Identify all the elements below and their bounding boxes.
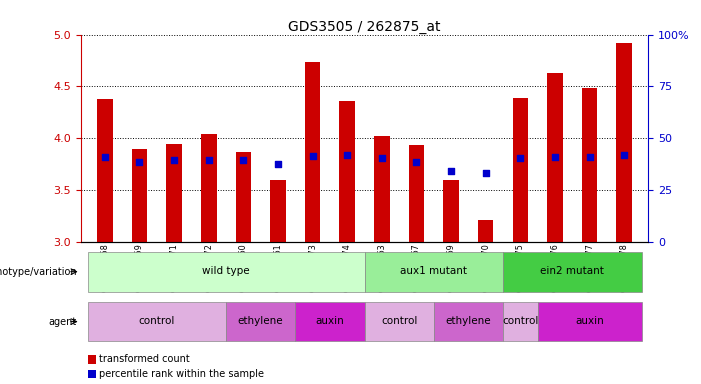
Bar [365, 252, 503, 291]
Bar [434, 302, 503, 341]
Point [238, 157, 249, 163]
Point [480, 170, 491, 177]
Point [515, 155, 526, 161]
Point [273, 161, 284, 167]
Point [203, 157, 215, 163]
Point [550, 154, 561, 160]
Point [307, 153, 318, 159]
Bar [97, 99, 113, 242]
Text: auxin: auxin [315, 316, 344, 326]
Text: control: control [381, 316, 417, 326]
Bar [132, 149, 147, 242]
Text: aux1 mutant: aux1 mutant [400, 266, 468, 276]
Bar [201, 134, 217, 242]
Bar [365, 302, 434, 341]
Text: percentile rank within the sample: percentile rank within the sample [99, 369, 264, 379]
Point [445, 168, 456, 174]
Text: auxin: auxin [576, 316, 604, 326]
Text: wild type: wild type [202, 266, 250, 276]
Point [411, 159, 422, 165]
Text: genotype/variation: genotype/variation [0, 266, 77, 277]
Text: ethylene: ethylene [238, 316, 283, 326]
Bar [270, 180, 286, 242]
Point [376, 155, 388, 161]
Bar [88, 302, 226, 341]
Bar [295, 302, 365, 341]
Bar [236, 152, 251, 242]
Point [168, 157, 179, 163]
Bar [305, 61, 320, 242]
Text: agent: agent [49, 316, 77, 327]
Bar [616, 43, 632, 242]
Bar [166, 144, 182, 242]
Bar [339, 101, 355, 242]
Title: GDS3505 / 262875_at: GDS3505 / 262875_at [288, 20, 441, 33]
Text: transformed count: transformed count [99, 354, 189, 364]
Text: control: control [502, 316, 538, 326]
Point [100, 154, 111, 160]
Point [341, 152, 353, 158]
Point [618, 152, 629, 158]
Text: control: control [139, 316, 175, 326]
Bar [547, 73, 563, 242]
Bar [503, 252, 641, 291]
Bar [538, 302, 641, 341]
Bar [503, 302, 538, 341]
Bar [443, 180, 459, 242]
Text: ein2 mutant: ein2 mutant [540, 266, 604, 276]
Text: ethylene: ethylene [446, 316, 491, 326]
Point [134, 159, 145, 165]
Bar [582, 88, 597, 242]
Bar [478, 220, 494, 242]
Bar [88, 252, 365, 291]
Bar [374, 136, 390, 242]
Bar [226, 302, 295, 341]
Point [584, 154, 595, 160]
Bar [409, 146, 424, 242]
Bar [512, 98, 528, 242]
